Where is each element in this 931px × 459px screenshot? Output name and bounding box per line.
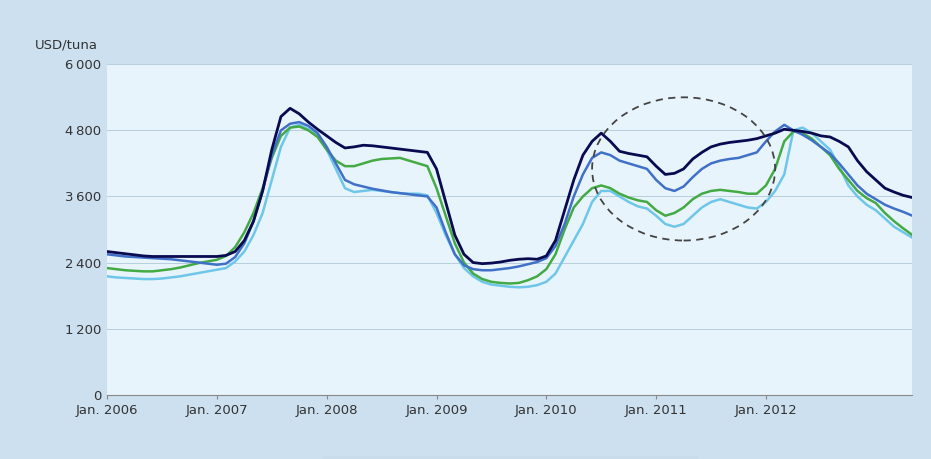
Text: USD/tuna: USD/tuna [34, 38, 98, 51]
Legend: SOM, SPM, máslo, sýr Cheddar: SOM, SPM, máslo, sýr Cheddar [323, 456, 696, 459]
